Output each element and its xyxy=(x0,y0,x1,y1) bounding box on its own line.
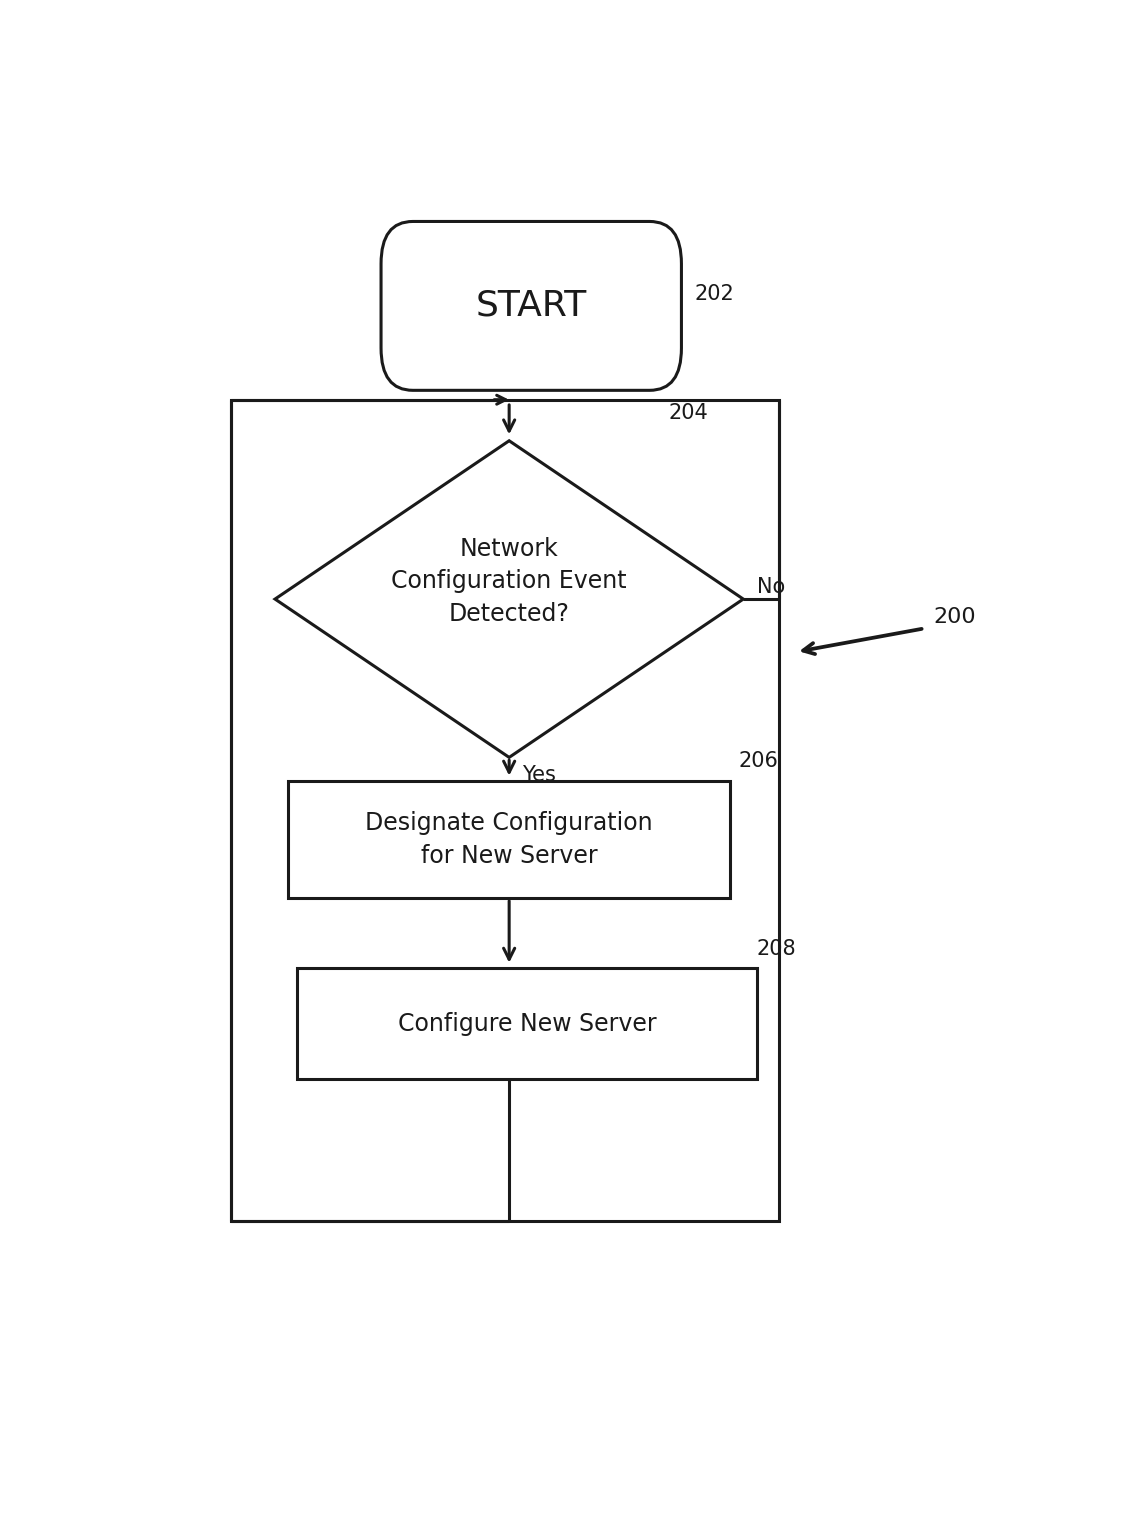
Text: Designate Configuration
for New Server: Designate Configuration for New Server xyxy=(365,810,653,868)
Text: No: No xyxy=(757,577,784,597)
Text: START: START xyxy=(475,289,587,323)
Text: 206: 206 xyxy=(739,751,779,772)
Bar xyxy=(298,969,757,1080)
Text: Yes: Yes xyxy=(522,765,556,784)
Bar xyxy=(288,781,730,899)
Polygon shape xyxy=(275,440,743,757)
Text: 200: 200 xyxy=(934,606,976,626)
FancyBboxPatch shape xyxy=(381,221,682,390)
Text: Configure New Server: Configure New Server xyxy=(398,1011,657,1036)
Bar xyxy=(230,399,779,1220)
Text: 202: 202 xyxy=(694,285,734,305)
Text: 208: 208 xyxy=(757,940,796,959)
Text: Network
Configuration Event
Detected?: Network Configuration Event Detected? xyxy=(391,538,627,626)
Text: 204: 204 xyxy=(668,404,708,423)
